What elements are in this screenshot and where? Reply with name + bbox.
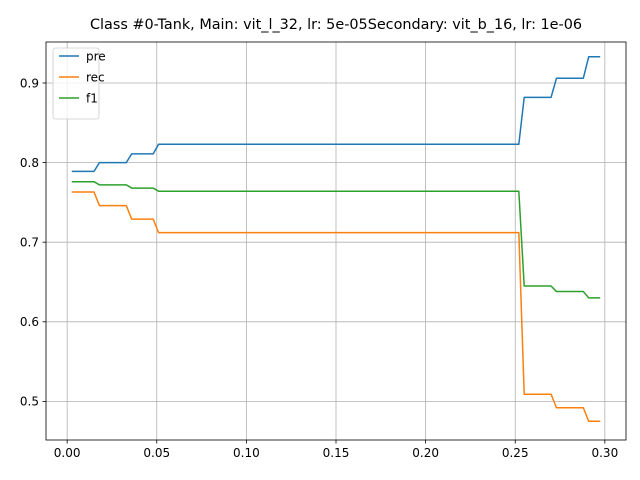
y-tick-label: 0.8 bbox=[20, 156, 39, 170]
series-line-f1 bbox=[71, 180, 601, 299]
legend-label-pre: pre bbox=[86, 49, 106, 63]
legend-label-rec: rec bbox=[86, 70, 105, 84]
series-line-pre bbox=[71, 55, 601, 173]
x-tick-label: 0.00 bbox=[54, 446, 81, 460]
x-tick-label: 0.30 bbox=[591, 446, 618, 460]
legend: pre rec f1 bbox=[52, 47, 106, 120]
y-axis: 0.5 0.6 0.7 0.8 0.9 bbox=[20, 76, 46, 409]
y-tick-label: 0.5 bbox=[20, 395, 39, 409]
series-lines bbox=[71, 55, 601, 423]
y-tick-label: 0.6 bbox=[20, 315, 39, 329]
x-tick-label: 0.25 bbox=[502, 446, 529, 460]
chart-title: Class #0-Tank, Main: vit_l_32, lr: 5e-05… bbox=[90, 17, 582, 33]
x-tick-label: 0.10 bbox=[233, 446, 260, 460]
series-line-rec bbox=[71, 191, 601, 423]
x-tick-label: 0.05 bbox=[143, 446, 170, 460]
grid bbox=[46, 42, 626, 440]
y-tick-label: 0.7 bbox=[20, 235, 39, 249]
x-tick-label: 0.20 bbox=[412, 446, 439, 460]
x-axis: 0.00 0.05 0.10 0.15 0.20 0.25 0.30 bbox=[54, 440, 618, 460]
x-tick-label: 0.15 bbox=[323, 446, 350, 460]
legend-label-f1: f1 bbox=[86, 91, 98, 105]
y-tick-label: 0.9 bbox=[20, 76, 39, 90]
legend-box bbox=[52, 47, 100, 120]
